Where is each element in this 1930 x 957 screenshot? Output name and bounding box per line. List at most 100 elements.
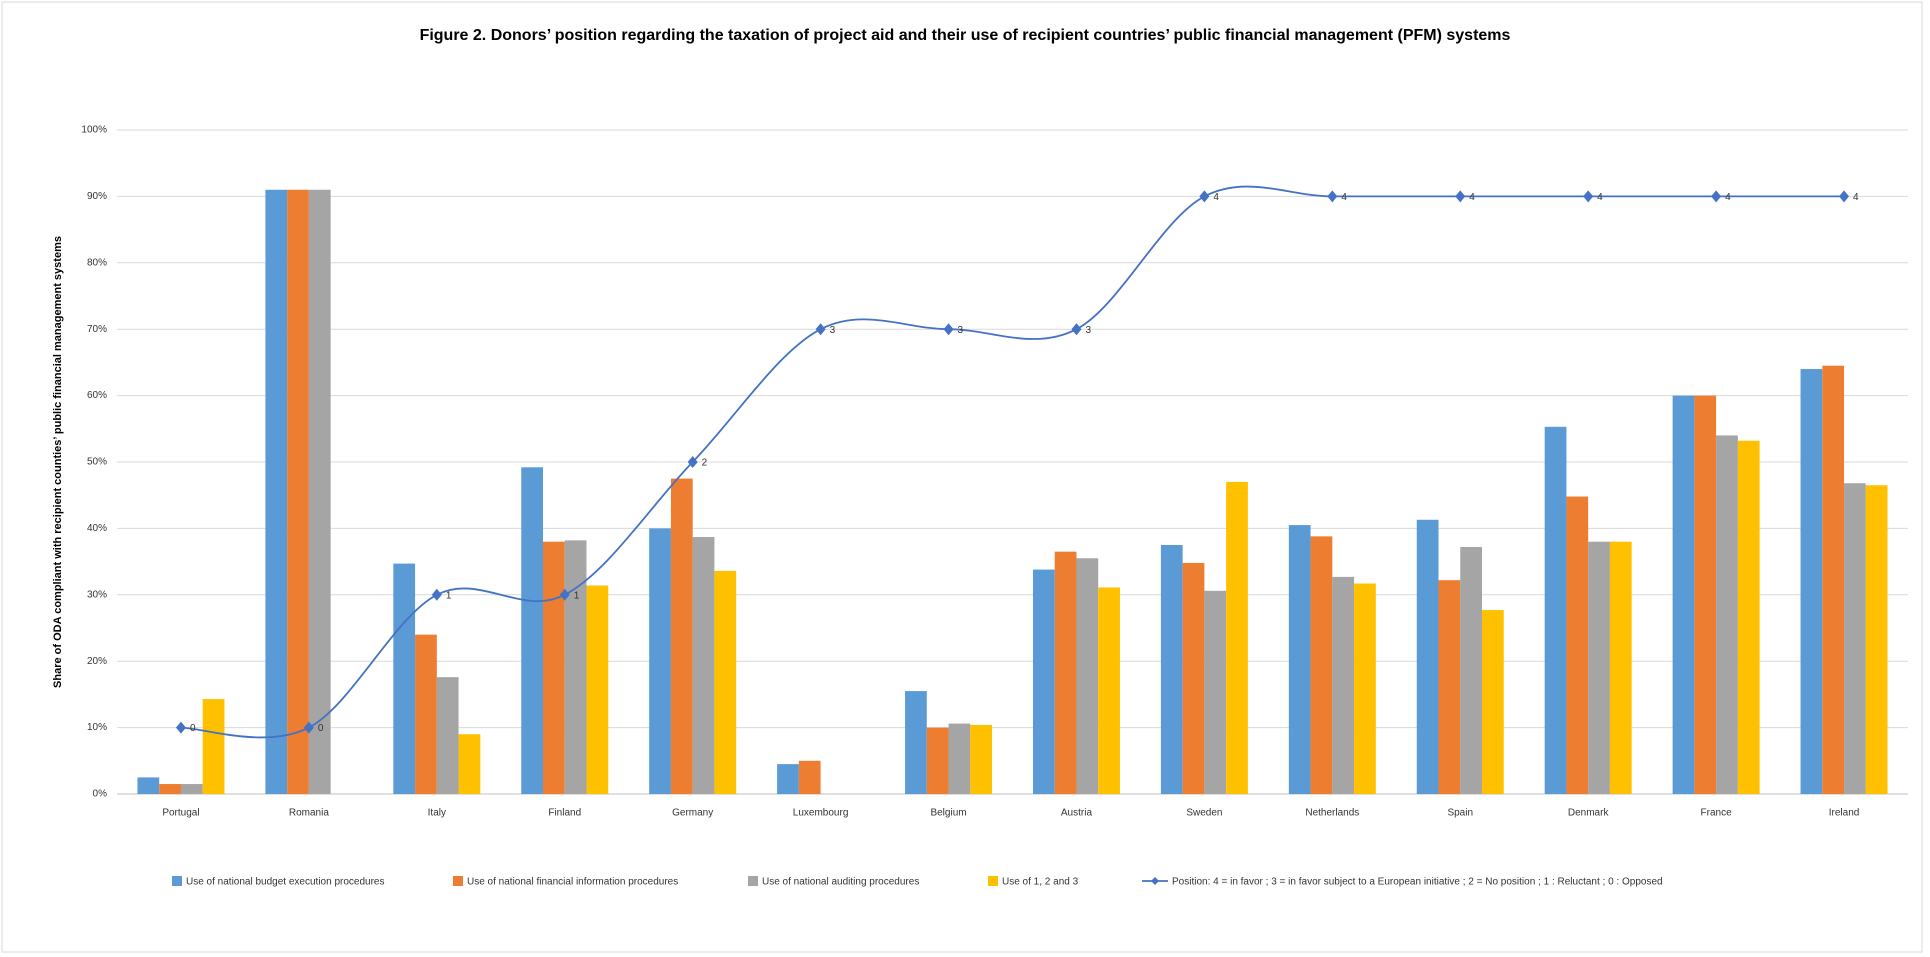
bar xyxy=(137,777,160,794)
bar xyxy=(649,528,671,794)
bar xyxy=(1310,536,1333,794)
marker xyxy=(303,721,314,734)
bar xyxy=(1694,395,1717,794)
bar xyxy=(202,699,225,794)
bar xyxy=(948,723,971,794)
bar xyxy=(308,189,331,794)
data-label: 3 xyxy=(830,325,836,336)
bar xyxy=(1865,485,1888,794)
data-label: 4 xyxy=(1341,192,1347,203)
data-label: 2 xyxy=(702,458,708,469)
data-label: 3 xyxy=(1085,325,1091,336)
x-tick-label: Finland xyxy=(548,808,581,819)
bar xyxy=(458,734,481,794)
y-axis-title: Share of ODA compliant with recipient co… xyxy=(52,236,64,688)
bar xyxy=(670,478,693,794)
bar xyxy=(564,540,587,794)
marker xyxy=(1199,190,1210,203)
bar xyxy=(1609,541,1632,794)
x-tick-label: Belgium xyxy=(930,808,966,819)
bar xyxy=(1481,610,1504,794)
marker xyxy=(1455,190,1466,203)
bar xyxy=(521,467,544,794)
bar xyxy=(1032,569,1055,794)
bar xyxy=(1800,369,1823,794)
bar xyxy=(415,634,437,794)
legend-swatch xyxy=(988,876,998,886)
bar xyxy=(1438,580,1461,794)
bar xyxy=(1460,546,1482,794)
marker xyxy=(687,456,698,468)
data-label: 0 xyxy=(190,723,196,734)
bar xyxy=(1737,440,1760,794)
y-tick-label: 0% xyxy=(93,789,108,800)
bar xyxy=(1672,395,1695,794)
bar xyxy=(1566,496,1589,794)
x-tick-label: Romania xyxy=(289,808,329,819)
y-tick-label: 70% xyxy=(87,324,107,335)
bar xyxy=(1544,426,1567,794)
data-label: 3 xyxy=(958,325,964,336)
data-label: 4 xyxy=(1469,192,1475,203)
y-tick-label: 20% xyxy=(87,656,107,667)
y-tick-label: 40% xyxy=(87,523,107,534)
bar xyxy=(543,541,565,794)
bar xyxy=(1204,590,1227,794)
data-label: 4 xyxy=(1597,192,1603,203)
legend-marker xyxy=(1151,877,1159,885)
data-label: 4 xyxy=(1853,192,1859,203)
x-tick-label: Luxembourg xyxy=(793,808,849,819)
bar xyxy=(1076,558,1099,794)
bar xyxy=(970,724,993,794)
bar xyxy=(798,760,821,794)
bar xyxy=(1054,551,1077,794)
marker xyxy=(175,721,186,734)
legend-swatch xyxy=(453,876,463,886)
bar xyxy=(692,537,715,794)
bar xyxy=(265,189,288,794)
x-tick-label: Spain xyxy=(1447,808,1473,819)
bar xyxy=(1160,545,1183,794)
bar xyxy=(436,677,459,794)
marker xyxy=(1071,323,1082,336)
marker xyxy=(1327,190,1338,203)
bar xyxy=(393,563,416,794)
x-tick-label: France xyxy=(1701,808,1733,819)
legend-swatch xyxy=(748,876,758,886)
x-tick-label: Sweden xyxy=(1186,808,1222,819)
x-tick-label: Germany xyxy=(672,808,713,819)
legend-swatch xyxy=(172,876,182,886)
x-tick-label: Portugal xyxy=(162,808,199,819)
legend-label: Use of 1, 2 and 3 xyxy=(1002,877,1079,888)
y-tick-label: 90% xyxy=(87,191,107,202)
marker xyxy=(1711,190,1722,203)
x-tick-label: Austria xyxy=(1061,808,1093,819)
legend-label: Use of national financial information pr… xyxy=(467,877,678,888)
data-label: 1 xyxy=(446,590,452,601)
marker xyxy=(431,588,442,601)
bar xyxy=(714,570,737,794)
legend-label: Use of national auditing procedures xyxy=(762,877,919,888)
y-tick-label: 100% xyxy=(81,125,107,136)
bar xyxy=(1332,576,1355,794)
bar xyxy=(926,727,949,794)
y-tick-label: 10% xyxy=(87,722,107,733)
data-label: 0 xyxy=(318,723,324,734)
bar xyxy=(1844,483,1866,794)
bar xyxy=(1288,525,1311,794)
x-tick-label: Ireland xyxy=(1829,808,1860,819)
bar xyxy=(180,784,203,794)
marker xyxy=(1583,190,1594,203)
marker xyxy=(943,323,954,336)
legend-label: Use of national budget execution procedu… xyxy=(186,877,384,888)
y-tick-label: 50% xyxy=(87,457,107,468)
marker xyxy=(559,588,570,601)
bar xyxy=(1588,541,1610,794)
bar xyxy=(586,585,609,794)
legend-label: Position: 4 = in favor ; 3 = in favor su… xyxy=(1172,877,1663,888)
marker xyxy=(815,323,826,336)
x-tick-label: Italy xyxy=(428,808,446,819)
x-tick-label: Netherlands xyxy=(1305,808,1359,819)
bar xyxy=(1716,435,1738,794)
